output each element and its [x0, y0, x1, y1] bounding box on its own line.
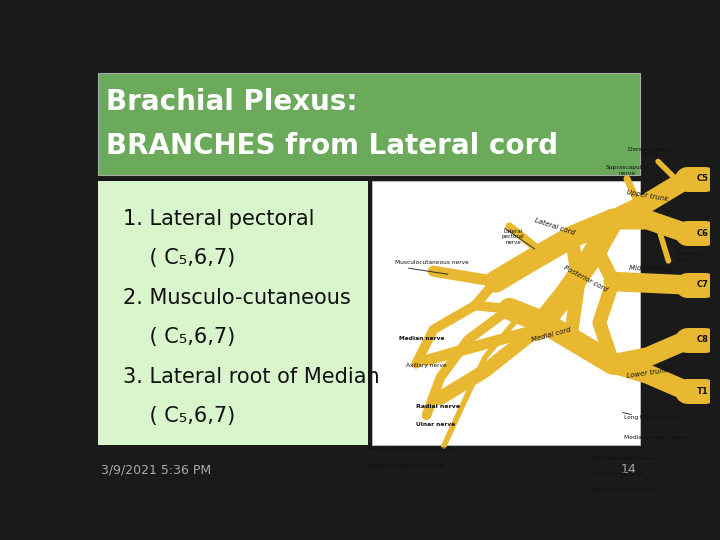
Text: 3. Lateral root of Median: 3. Lateral root of Median	[124, 367, 380, 387]
Text: Brachial Plexus:: Brachial Plexus:	[106, 87, 358, 116]
Text: Lower subscapular nerve: Lower subscapular nerve	[589, 487, 655, 492]
Text: C8: C8	[697, 335, 709, 345]
Text: Suprascapular
nerve: Suprascapular nerve	[606, 165, 648, 176]
Text: Upper subscapular nerve: Upper subscapular nerve	[589, 456, 656, 461]
Text: Radial nerve: Radial nerve	[416, 404, 460, 409]
Text: ( C₅,6,7): ( C₅,6,7)	[124, 327, 235, 347]
Text: Medial pectoral nerve: Medial pectoral nerve	[624, 435, 688, 440]
Text: 1. Lateral pectoral: 1. Lateral pectoral	[124, 208, 315, 228]
FancyBboxPatch shape	[98, 73, 640, 175]
Text: C6: C6	[697, 229, 709, 238]
Text: Upper trunk: Upper trunk	[626, 188, 669, 202]
Text: Median nerve: Median nerve	[399, 336, 444, 341]
Text: T1: T1	[697, 387, 709, 396]
Text: C5: C5	[697, 174, 709, 183]
Text: ( C₅,6,7): ( C₅,6,7)	[124, 406, 235, 426]
Text: Subclavius
nerve: Subclavius nerve	[675, 251, 707, 262]
Text: 2. Musculo-cutaneous: 2. Musculo-cutaneous	[124, 288, 351, 308]
Text: C7: C7	[697, 280, 709, 289]
Text: Axillary nerve: Axillary nerve	[406, 363, 446, 368]
Text: Medial cutaneous nerve of forearm: Medial cutaneous nerve of forearm	[368, 446, 454, 450]
Text: Lateral
pectoral
nerve: Lateral pectoral nerve	[502, 228, 524, 245]
Text: Medial cutaneous nerve of arm: Medial cutaneous nerve of arm	[368, 463, 444, 468]
Text: Lateral cord: Lateral cord	[534, 218, 575, 236]
Text: Long thoracic nerve: Long thoracic nerve	[624, 415, 682, 420]
Text: ( C₅,6,7): ( C₅,6,7)	[124, 248, 235, 268]
Text: Posterior cord: Posterior cord	[562, 265, 608, 293]
Text: 3/9/2021 5:36 PM: 3/9/2021 5:36 PM	[101, 463, 211, 476]
Text: Thoracodorsal nerve: Thoracodorsal nerve	[589, 471, 644, 476]
Text: Ulnar nerve: Ulnar nerve	[416, 422, 456, 427]
Text: 14: 14	[621, 463, 637, 476]
FancyBboxPatch shape	[98, 181, 369, 445]
FancyBboxPatch shape	[372, 181, 640, 445]
Text: BRANCHES from Lateral cord: BRANCHES from Lateral cord	[106, 132, 558, 160]
Text: Musculocutaneous nerve: Musculocutaneous nerve	[395, 260, 469, 265]
Text: Medial cord: Medial cord	[531, 326, 572, 342]
Text: Dorsal scapular
nerve: Dorsal scapular nerve	[629, 146, 674, 157]
Text: Middle trunk: Middle trunk	[629, 265, 673, 272]
Text: Lower trunk: Lower trunk	[626, 367, 669, 379]
